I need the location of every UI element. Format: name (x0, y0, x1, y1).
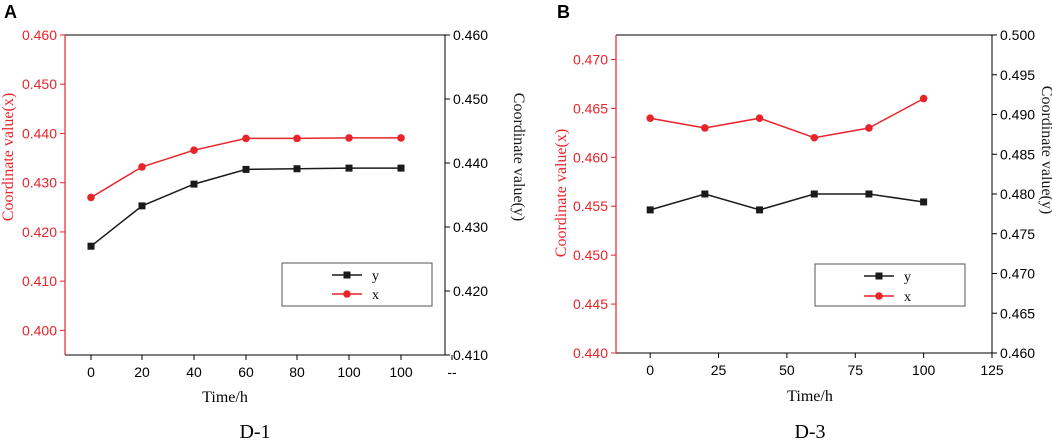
y-tick-label-right: 0.460 (453, 27, 488, 43)
legend-label-x: x (904, 290, 911, 305)
y-tick-label-left: 0.470 (573, 51, 608, 67)
legend-label-y: y (372, 269, 379, 284)
series-line-y (649, 193, 924, 211)
axes-frame: 0.400 0.410 0.420 0.430 0.440 0.450 0.460 0.410… (22, 27, 488, 380)
y-tick-label-right: 0.460 (1000, 345, 1035, 361)
x-tick-label: 20 (134, 364, 150, 380)
data-point-y (190, 180, 198, 188)
x-tick-label: 75 (847, 362, 863, 378)
y-axis-label-right: Coordinate value(y) (1038, 86, 1052, 214)
y-tick-label-left: 0.460 (573, 149, 608, 165)
x-tick-label: 100 (389, 364, 413, 380)
y-tick-label-left: 0.465 (573, 100, 608, 116)
legend-label-y: y (904, 270, 911, 285)
data-point-y (701, 190, 709, 198)
y-tick-label-left: 0.440 (22, 125, 57, 141)
x-tick-label: 80 (289, 364, 305, 380)
y-tick-label-right: 0.410 (453, 347, 488, 363)
x-tick-label: -- (447, 364, 457, 380)
legend-marker-y (875, 272, 883, 280)
x-tick-label: 40 (186, 364, 202, 380)
x-tick-label: 0 (87, 364, 95, 380)
data-point-y (293, 165, 301, 173)
y-tick-label-right: 0.440 (453, 155, 488, 171)
data-point-y (646, 206, 654, 214)
y-tick-label-left: 0.455 (573, 198, 608, 214)
axes-frame: 0.440 0.445 0.450 0.455 0.460 0.465 0.470 0.460… (573, 27, 1035, 378)
x-axis-label: Time/h (202, 389, 248, 406)
y-axis-label-left: Coordinate value(x) (553, 129, 570, 257)
legend-marker-x (875, 292, 883, 300)
data-point-x (919, 94, 928, 103)
data-point-x (138, 163, 146, 171)
data-point-x (293, 134, 301, 143)
legend: y x (281, 262, 433, 307)
panel-label: A (4, 2, 17, 22)
data-point-y (810, 190, 818, 198)
y-tick-label-left: 0.450 (22, 76, 57, 92)
panel-b: B D-3 Time/h Coordinate value(x) Coordin… (553, 2, 1052, 441)
y-tick-label-right: 0.485 (1000, 146, 1035, 162)
data-point-y (345, 164, 353, 172)
series-line-y (90, 167, 401, 247)
y-tick-label-left: 0.460 (22, 27, 57, 43)
legend: y x (814, 263, 966, 307)
legend-box (814, 263, 966, 307)
data-point-x (345, 134, 353, 142)
y-tick-label-left: 0.400 (22, 322, 57, 338)
panel-label: B (557, 2, 570, 22)
y-tick-label-left: 0.440 (573, 345, 608, 361)
y-axis-label-right: Coordinate value(y) (510, 93, 527, 221)
x-tick-label: 60 (238, 364, 254, 380)
y-tick-label-left: 0.430 (22, 175, 57, 191)
x-tick-label: 50 (779, 362, 795, 378)
x-tick-label: 0 (646, 362, 654, 378)
data-point-y (920, 198, 928, 206)
data-point-x (701, 124, 709, 132)
y-tick-label-right: 0.490 (1000, 107, 1035, 123)
y-tick-label-right: 0.450 (453, 91, 488, 107)
x-tick-label: 25 (711, 362, 727, 378)
x-axis-label: Time/h (787, 388, 833, 405)
legend-marker-y (343, 271, 351, 279)
data-point-x (87, 193, 95, 202)
y-tick-label-right: 0.495 (1000, 67, 1035, 83)
y-tick-label-right: 0.480 (1000, 186, 1035, 202)
x-tick-label: 100 (912, 362, 936, 378)
data-point-y (865, 190, 873, 198)
data-point-x (242, 134, 250, 143)
data-point-y (756, 206, 764, 214)
y-tick-label-right: 0.475 (1000, 226, 1035, 242)
data-point-x (755, 114, 764, 122)
y-tick-label-left: 0.410 (22, 273, 57, 289)
chart-caption: D-3 (794, 421, 825, 441)
data-point-y (242, 165, 250, 173)
legend-marker-x (343, 290, 351, 298)
series-line-x (650, 97, 924, 139)
data-point-y (87, 242, 95, 250)
data-point-x (190, 146, 198, 154)
y-axis-label-left: Coordinate value(x) (0, 93, 17, 221)
y-tick-label-right: 0.430 (453, 219, 488, 235)
data-point-x (397, 134, 405, 142)
y-tick-label-right: 0.465 (1000, 305, 1035, 321)
legend-label-x: x (372, 288, 379, 303)
panel-a: A D-1 Time/h Coordinate value(x) Coordin… (0, 2, 527, 441)
data-point-x (810, 133, 819, 142)
y-tick-label-left: 0.420 (22, 224, 57, 240)
data-point-x (865, 124, 873, 132)
y-tick-label-right: 0.420 (453, 283, 488, 299)
x-tick-label: 100 (337, 364, 361, 380)
x-tick-label: 125 (980, 362, 1004, 378)
y-tick-label-left: 0.450 (573, 247, 608, 263)
y-tick-label-left: 0.445 (573, 296, 608, 312)
data-point-y (397, 164, 405, 172)
y-tick-label-right: 0.470 (1000, 266, 1035, 282)
legend-box (281, 262, 433, 307)
data-point-y (138, 202, 146, 210)
chart-caption: D-1 (239, 421, 270, 441)
y-tick-label-right: 0.500 (1000, 27, 1035, 43)
data-point-x (646, 114, 654, 122)
